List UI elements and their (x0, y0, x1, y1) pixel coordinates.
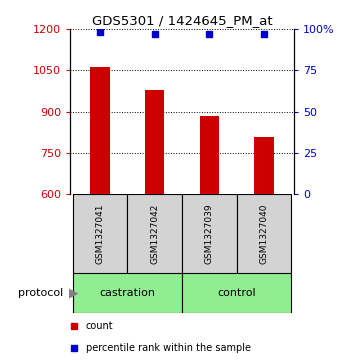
Text: protocol: protocol (18, 288, 63, 298)
Bar (254, 137, 273, 194)
Text: ▶: ▶ (69, 287, 79, 300)
Text: castration: castration (99, 288, 155, 298)
Bar (73, 194, 127, 273)
Bar (145, 90, 164, 194)
Text: GSM1327039: GSM1327039 (205, 204, 214, 264)
Bar (182, 273, 291, 313)
Bar (73, 273, 182, 313)
Bar (91, 67, 110, 194)
Text: control: control (217, 288, 256, 298)
Text: GSM1327041: GSM1327041 (96, 204, 105, 264)
Text: GSM1327042: GSM1327042 (150, 204, 159, 264)
Bar (182, 194, 237, 273)
Text: GSM1327040: GSM1327040 (259, 204, 268, 264)
Bar (237, 194, 291, 273)
Text: count: count (86, 321, 113, 331)
Bar (127, 194, 182, 273)
Text: percentile rank within the sample: percentile rank within the sample (86, 343, 251, 353)
Bar (200, 116, 219, 194)
Text: GDS5301 / 1424645_PM_at: GDS5301 / 1424645_PM_at (92, 14, 272, 27)
